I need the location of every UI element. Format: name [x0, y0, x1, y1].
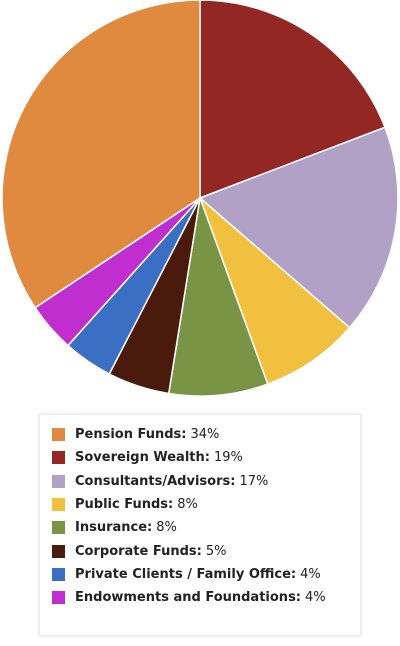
- pie-slice-3: [198, 195, 351, 386]
- legend-label: Private Clients / Family Office:: [75, 566, 297, 582]
- legend-item: Sovereign Wealth: 19%: [52, 446, 360, 469]
- pie-chart-svg: [1, 0, 399, 397]
- legend-item: Public Funds: 8%: [52, 493, 360, 516]
- legend-item: Consultants/Advisors: 17%: [52, 470, 360, 493]
- legend-label: Insurance:: [75, 520, 153, 536]
- legend-value: 8%: [177, 497, 198, 513]
- legend-value: 8%: [156, 520, 177, 536]
- legend-label: Consultants/Advisors:: [75, 473, 236, 489]
- legend-label: Endowments and Foundations:: [75, 590, 302, 606]
- pie-slice-2: [198, 126, 399, 329]
- legend-item: Endowments and Foundations: 4%: [52, 586, 360, 609]
- pie-chart: [1, 0, 399, 397]
- legend-swatch: [52, 544, 65, 558]
- legend-swatch: [52, 451, 65, 465]
- legend-swatch: [52, 474, 65, 488]
- legend-label: Pension Funds:: [75, 427, 187, 443]
- legend-value: 19%: [213, 450, 243, 466]
- legend-value: 5%: [205, 543, 227, 559]
- legend-swatch: [52, 591, 65, 605]
- legend-value: 4%: [305, 590, 326, 606]
- legend-label: Corporate Funds:: [75, 543, 202, 559]
- pie-slice-1: [199, 0, 386, 200]
- legend-item: Insurance: 8%: [52, 516, 360, 539]
- legend-item: Pension Funds: 34%: [52, 423, 360, 446]
- legend-swatch: [52, 567, 65, 581]
- legend-label: Public Funds:: [75, 497, 174, 513]
- legend-swatch: [52, 521, 65, 535]
- legend-label: Sovereign Wealth:: [75, 450, 210, 466]
- legend-value: 34%: [190, 427, 220, 443]
- legend-value: 17%: [239, 473, 269, 489]
- legend-swatch: [52, 498, 65, 512]
- legend-item: Corporate Funds: 5%: [52, 539, 360, 562]
- legend-item: Private Clients / Family Office: 4%: [52, 563, 360, 586]
- pie-slice-4: [167, 195, 269, 397]
- pie-slice-0: [1, 0, 201, 309]
- legend-swatch: [52, 428, 65, 442]
- legend-value: 4%: [300, 566, 321, 582]
- chart-legend: Pension Funds: 34% Sovereign Wealth: 19% Con…: [39, 414, 361, 636]
